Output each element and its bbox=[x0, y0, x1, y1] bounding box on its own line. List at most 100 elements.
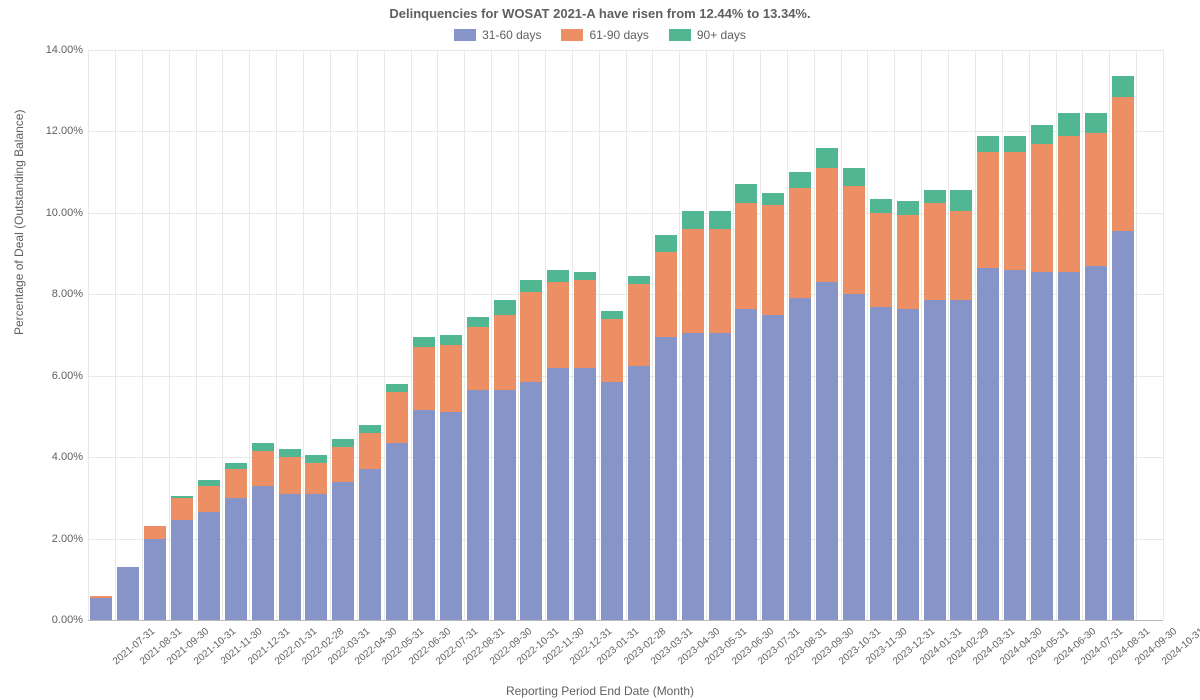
bar-segment-b61_90[interactable] bbox=[1112, 97, 1134, 231]
bar-segment-b31_60[interactable] bbox=[655, 337, 677, 620]
bar-segment-b31_60[interactable] bbox=[90, 598, 112, 620]
bar-segment-b31_60[interactable] bbox=[843, 294, 865, 620]
bar-segment-b31_60[interactable] bbox=[897, 309, 919, 620]
bar-segment-b90p[interactable] bbox=[1085, 113, 1107, 133]
bar-segment-b61_90[interactable] bbox=[413, 347, 435, 410]
legend-item-b61_90[interactable]: 61-90 days bbox=[561, 28, 648, 42]
bar-segment-b90p[interactable] bbox=[1004, 136, 1026, 152]
bar-segment-b61_90[interactable] bbox=[359, 433, 381, 470]
bar-segment-b61_90[interactable] bbox=[735, 203, 757, 309]
bar-segment-b31_60[interactable] bbox=[359, 469, 381, 620]
bar-segment-b90p[interactable] bbox=[655, 235, 677, 251]
bar-segment-b90p[interactable] bbox=[547, 270, 569, 282]
bar-segment-b90p[interactable] bbox=[305, 455, 327, 463]
legend-item-b31_60[interactable]: 31-60 days bbox=[454, 28, 541, 42]
bar-segment-b61_90[interactable] bbox=[897, 215, 919, 309]
bar-segment-b61_90[interactable] bbox=[1004, 152, 1026, 270]
bar-segment-b31_60[interactable] bbox=[494, 390, 516, 620]
bar-segment-b61_90[interactable] bbox=[574, 280, 596, 368]
bar-segment-b31_60[interactable] bbox=[735, 309, 757, 620]
bar-segment-b61_90[interactable] bbox=[305, 463, 327, 494]
bar-segment-b61_90[interactable] bbox=[1085, 133, 1107, 265]
bar-segment-b31_60[interactable] bbox=[1004, 270, 1026, 620]
bar-segment-b90p[interactable] bbox=[897, 201, 919, 215]
bar-segment-b31_60[interactable] bbox=[628, 366, 650, 620]
bar-segment-b90p[interactable] bbox=[601, 311, 623, 319]
bar-segment-b31_60[interactable] bbox=[279, 494, 301, 620]
bar-segment-b31_60[interactable] bbox=[440, 412, 462, 620]
bar-segment-b61_90[interactable] bbox=[440, 345, 462, 412]
bar-segment-b31_60[interactable] bbox=[1031, 272, 1053, 620]
bar-segment-b90p[interactable] bbox=[735, 184, 757, 202]
bar-segment-b61_90[interactable] bbox=[655, 252, 677, 338]
bar-segment-b31_60[interactable] bbox=[252, 486, 274, 620]
bar-segment-b61_90[interactable] bbox=[601, 319, 623, 382]
bar-segment-b31_60[interactable] bbox=[1058, 272, 1080, 620]
bar-segment-b61_90[interactable] bbox=[789, 188, 811, 298]
bar-segment-b90p[interactable] bbox=[950, 190, 972, 210]
bar-segment-b90p[interactable] bbox=[386, 384, 408, 392]
bar-segment-b31_60[interactable] bbox=[977, 268, 999, 620]
bar-segment-b61_90[interactable] bbox=[1031, 144, 1053, 272]
bar-segment-b61_90[interactable] bbox=[843, 186, 865, 294]
bar-segment-b90p[interactable] bbox=[709, 211, 731, 229]
bar-segment-b90p[interactable] bbox=[924, 190, 946, 202]
bar-segment-b61_90[interactable] bbox=[225, 469, 247, 498]
bar-segment-b61_90[interactable] bbox=[1058, 136, 1080, 272]
bar-segment-b31_60[interactable] bbox=[574, 368, 596, 620]
bar-segment-b31_60[interactable] bbox=[816, 282, 838, 620]
bar-segment-b90p[interactable] bbox=[225, 463, 247, 469]
bar-segment-b61_90[interactable] bbox=[520, 292, 542, 382]
bar-segment-b61_90[interactable] bbox=[547, 282, 569, 368]
bar-segment-b31_60[interactable] bbox=[950, 300, 972, 620]
bar-segment-b61_90[interactable] bbox=[494, 315, 516, 390]
bar-segment-b61_90[interactable] bbox=[977, 152, 999, 268]
bar-segment-b31_60[interactable] bbox=[870, 307, 892, 621]
bar-segment-b31_60[interactable] bbox=[413, 410, 435, 620]
bar-segment-b31_60[interactable] bbox=[144, 539, 166, 620]
bar-segment-b90p[interactable] bbox=[762, 193, 784, 205]
bar-segment-b31_60[interactable] bbox=[924, 300, 946, 620]
bar-segment-b90p[interactable] bbox=[252, 443, 274, 451]
bar-segment-b90p[interactable] bbox=[520, 280, 542, 292]
bar-segment-b31_60[interactable] bbox=[332, 482, 354, 620]
bar-segment-b90p[interactable] bbox=[682, 211, 704, 229]
bar-segment-b31_60[interactable] bbox=[709, 333, 731, 620]
bar-segment-b61_90[interactable] bbox=[467, 327, 489, 390]
bar-segment-b90p[interactable] bbox=[198, 480, 220, 486]
bar-segment-b61_90[interactable] bbox=[709, 229, 731, 333]
bar-segment-b61_90[interactable] bbox=[332, 447, 354, 482]
bar-segment-b90p[interactable] bbox=[1058, 113, 1080, 135]
bar-segment-b31_60[interactable] bbox=[601, 382, 623, 620]
bar-segment-b31_60[interactable] bbox=[789, 298, 811, 620]
bar-segment-b31_60[interactable] bbox=[762, 315, 784, 620]
bar-segment-b61_90[interactable] bbox=[924, 203, 946, 301]
bar-segment-b61_90[interactable] bbox=[144, 526, 166, 538]
bar-segment-b90p[interactable] bbox=[332, 439, 354, 447]
bar-segment-b90p[interactable] bbox=[359, 425, 381, 433]
bar-segment-b90p[interactable] bbox=[574, 272, 596, 280]
bar-segment-b31_60[interactable] bbox=[171, 520, 193, 620]
bar-segment-b61_90[interactable] bbox=[90, 596, 112, 598]
bar-segment-b90p[interactable] bbox=[843, 168, 865, 186]
bar-segment-b61_90[interactable] bbox=[279, 457, 301, 494]
bar-segment-b61_90[interactable] bbox=[682, 229, 704, 333]
bar-segment-b90p[interactable] bbox=[977, 136, 999, 152]
bar-segment-b90p[interactable] bbox=[1031, 125, 1053, 143]
bar-segment-b61_90[interactable] bbox=[386, 392, 408, 443]
bar-segment-b90p[interactable] bbox=[171, 496, 193, 498]
bar-segment-b90p[interactable] bbox=[467, 317, 489, 327]
bar-segment-b31_60[interactable] bbox=[1112, 231, 1134, 620]
bar-segment-b90p[interactable] bbox=[1112, 76, 1134, 96]
bar-segment-b61_90[interactable] bbox=[252, 451, 274, 486]
bar-segment-b90p[interactable] bbox=[628, 276, 650, 284]
bar-segment-b31_60[interactable] bbox=[520, 382, 542, 620]
bar-segment-b61_90[interactable] bbox=[762, 205, 784, 315]
bar-segment-b31_60[interactable] bbox=[386, 443, 408, 620]
bar-segment-b90p[interactable] bbox=[870, 199, 892, 213]
bar-segment-b31_60[interactable] bbox=[547, 368, 569, 620]
bar-segment-b31_60[interactable] bbox=[305, 494, 327, 620]
bar-segment-b31_60[interactable] bbox=[467, 390, 489, 620]
bar-segment-b90p[interactable] bbox=[494, 300, 516, 314]
bar-segment-b61_90[interactable] bbox=[870, 213, 892, 307]
